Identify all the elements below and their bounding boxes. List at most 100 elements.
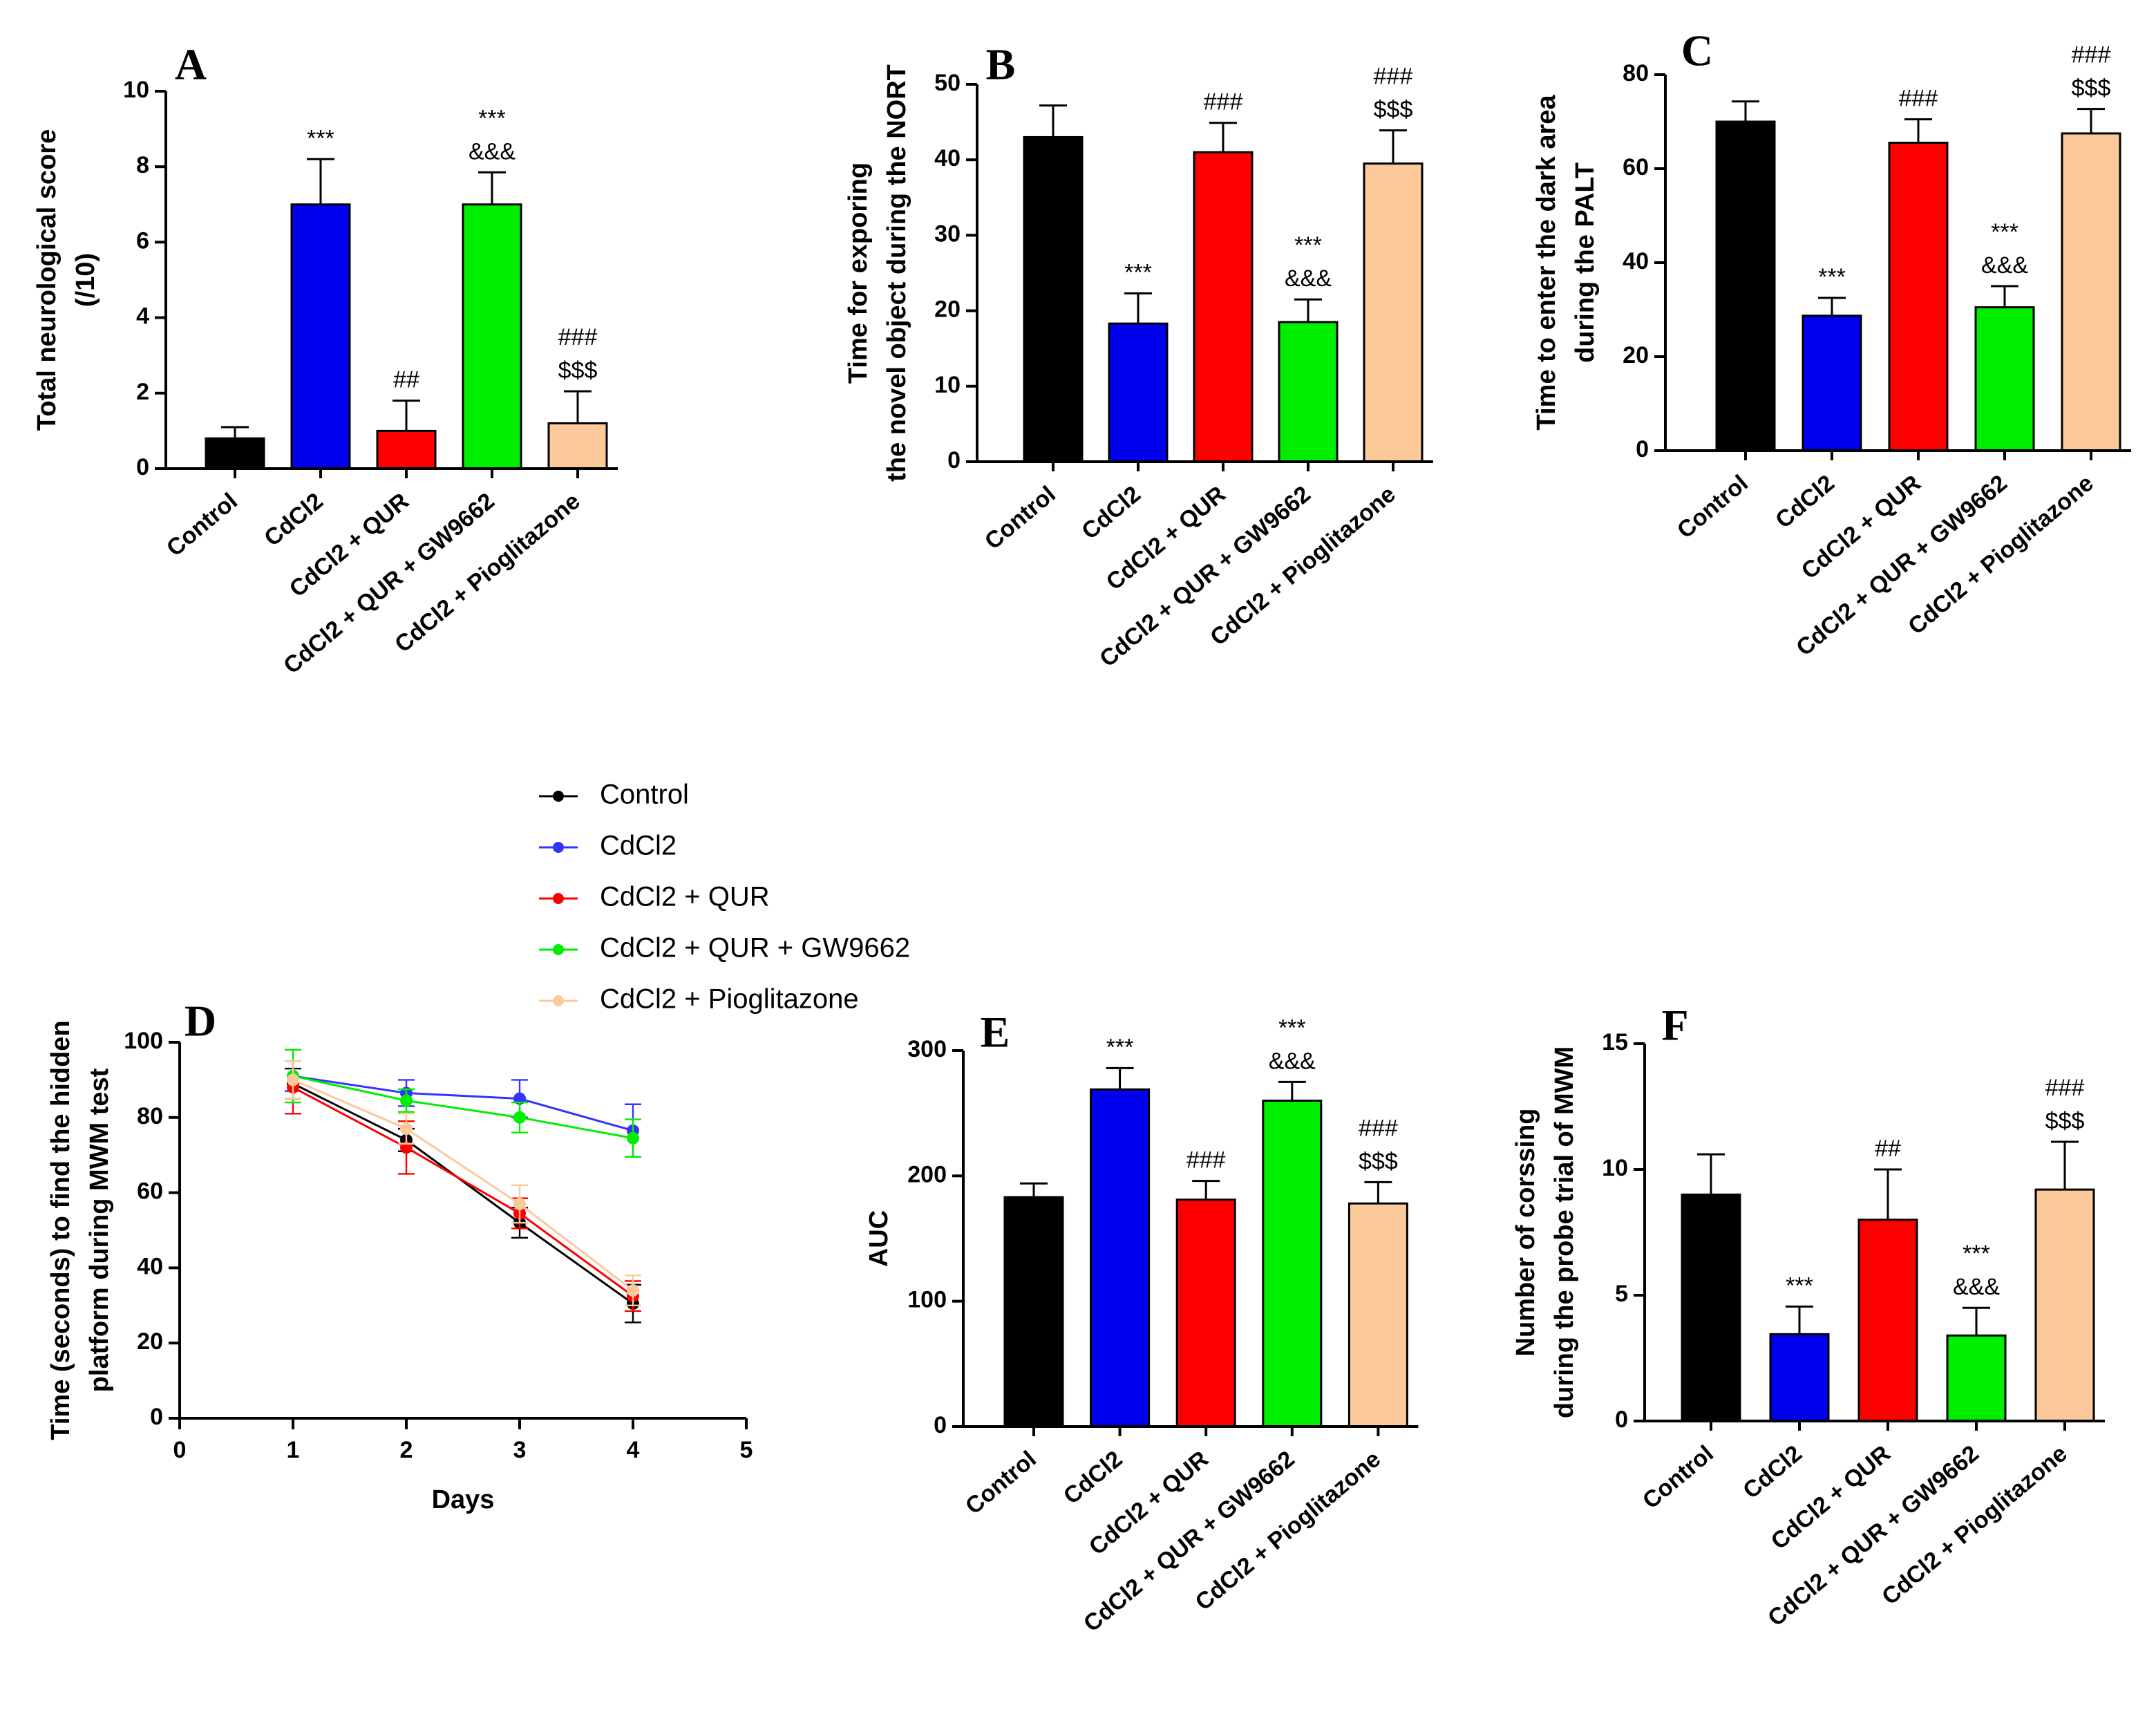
y-tick-label: 80 [137,1103,163,1129]
y-tick-label: 80 [1623,60,1649,86]
bar [1769,1333,1830,1422]
y-tick-label: 10 [934,372,961,398]
bar [1946,1334,2007,1422]
significance-label: ### [558,324,598,350]
y-tick-label: 0 [1636,436,1649,462]
y-tick-label: 60 [1623,154,1649,180]
significance-label: *** [1294,232,1322,258]
legend-marker [553,842,564,853]
legend-marker [553,893,564,904]
significance-label: *** [1278,1015,1306,1041]
x-tick-label: CdCl2 [1059,1446,1128,1509]
y-axis-title: Total neurological score [32,129,62,431]
significance-label: $$$ [558,357,598,384]
legend-label: CdCl2 + QUR [600,882,770,912]
significance-label: $$$ [1374,97,1413,123]
bar [1175,1198,1236,1428]
point [627,1284,639,1297]
y-tick-label: 6 [136,227,149,254]
significance-label: &&& [1285,265,1332,292]
x-tick-label: 1 [287,1437,300,1463]
x-tick-label: CdCl2 [1770,470,1840,534]
y-tick-label: 30 [934,220,961,247]
point [400,1122,413,1136]
y-tick-label: 0 [136,454,149,480]
bar [1857,1219,1918,1422]
significance-label: ## [393,367,419,393]
y-axis-title: Time for exporing [844,162,873,384]
y-tick-label: 2 [136,379,149,405]
y-axis-title: during the probe trial of MWM [1550,1046,1579,1418]
legend-label: CdCl2 [600,831,677,861]
significance-label: $$$ [2072,75,2111,102]
panel-label: E [981,1008,1010,1057]
bar [1023,135,1084,463]
x-tick-label: Control [162,488,243,562]
y-axis-title: Time to enter the dark area [1532,95,1561,431]
x-tick-label: Control [980,481,1061,555]
bar [1108,322,1169,463]
y-tick-label: 300 [907,1036,947,1062]
bar [1681,1193,1741,1422]
y-tick-label: 100 [907,1287,947,1313]
x-tick-label: 5 [740,1437,753,1463]
significance-label: ### [2072,42,2111,68]
bar [462,203,522,470]
bar [290,203,351,470]
x-tick-label: 3 [513,1437,527,1463]
significance-label: $$$ [2045,1108,2085,1134]
y-axis-title: during the PALT [1571,162,1600,363]
y-tick-label: 0 [150,1404,163,1430]
y-tick-label: 20 [1623,342,1649,368]
y-tick-label: 200 [907,1161,947,1187]
significance-label: *** [1818,264,1846,290]
bar [1348,1202,1408,1428]
significance-label: &&& [469,138,516,164]
x-axis-title: Days [432,1485,495,1514]
bar [2034,1188,2095,1422]
x-tick-label: CdCl2 [1738,1440,1807,1504]
point [287,1073,299,1087]
point [513,1111,526,1124]
y-tick-label: 5 [1615,1281,1628,1307]
y-axis-title: the novel object during the NORT [882,64,911,482]
significance-label: &&& [1269,1048,1316,1074]
y-tick-label: 60 [137,1178,163,1205]
y-tick-label: 0 [934,1412,947,1438]
y-tick-label: 50 [934,70,961,96]
x-tick-label: Control [1638,1440,1719,1514]
y-axis-title: AUC [864,1210,893,1267]
legend-marker [553,791,564,802]
series-line [292,1079,634,1292]
y-tick-label: 40 [137,1253,163,1279]
bar [2061,132,2121,452]
significance-label: &&& [1953,1274,2000,1300]
y-tick-label: 4 [136,303,149,330]
bar [1262,1100,1323,1428]
y-axis-title: (/10) [71,253,100,307]
y-tick-label: 40 [1623,248,1649,274]
significance-label: ### [1186,1147,1226,1174]
bar [376,429,437,470]
x-tick-label: 2 [400,1437,413,1463]
y-axis-title: platform during MWM test [85,1068,114,1392]
significance-label: ## [1875,1136,1901,1162]
y-tick-label: 15 [1602,1029,1628,1055]
y-tick-label: 100 [124,1028,163,1054]
legend-label: Control [600,780,689,810]
significance-label: ### [1359,1115,1398,1141]
series-line [292,1075,634,1132]
legend-label: CdCl2 + Pioglitazone [600,984,859,1015]
x-tick-label: 4 [627,1437,640,1463]
significance-label: ### [1374,64,1413,90]
significance-label: &&& [1981,252,2028,279]
point [400,1094,413,1107]
significance-label: *** [1991,219,2018,245]
legend-marker [553,944,564,955]
bar [1363,162,1424,463]
bar [1888,142,1949,452]
significance-label: $$$ [1359,1148,1398,1174]
bar [1802,314,1862,452]
y-tick-label: 0 [947,447,961,473]
